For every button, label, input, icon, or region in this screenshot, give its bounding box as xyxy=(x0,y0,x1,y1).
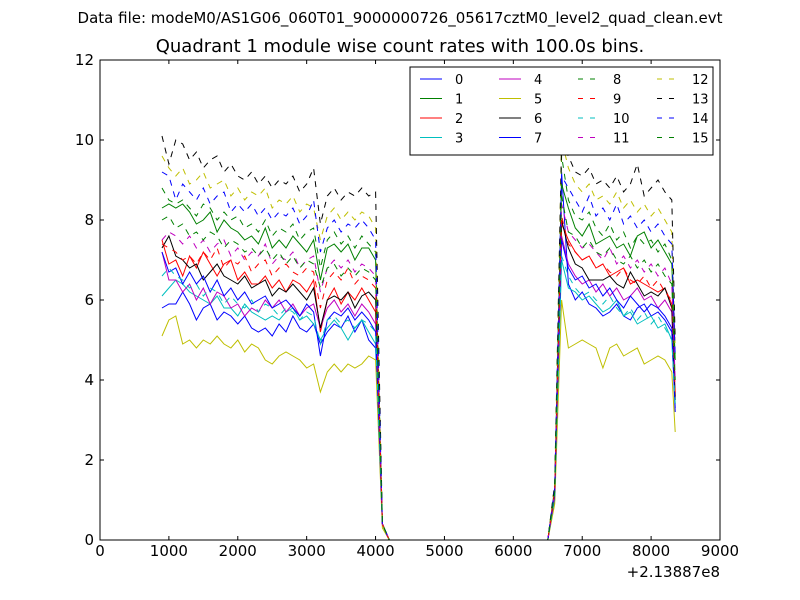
series-line-6 xyxy=(161,219,676,541)
x-axis-offset-label: +2.13887e8 xyxy=(627,563,720,581)
y-tick-label: 4 xyxy=(84,371,94,389)
series-line-3 xyxy=(161,259,676,541)
legend-label-2: 2 xyxy=(455,112,463,127)
series-line-12 xyxy=(161,139,676,541)
chart-title: Quadrant 1 module wise count rates with … xyxy=(155,36,645,57)
data-file-title: Data file: modeM0/AS1G06_060T01_90000007… xyxy=(77,9,723,27)
y-tick-label: 2 xyxy=(84,451,94,469)
series-line-0 xyxy=(161,171,676,541)
series-line-9 xyxy=(161,215,676,541)
y-tick-label: 8 xyxy=(84,211,94,229)
x-tick-label: 9000 xyxy=(701,542,739,560)
series-layer xyxy=(161,135,676,541)
series-line-7 xyxy=(161,239,676,541)
legend-label-11: 11 xyxy=(613,132,630,147)
x-tick-label: 8000 xyxy=(632,542,670,560)
legend-label-9: 9 xyxy=(613,93,621,108)
legend-label-0: 0 xyxy=(455,73,463,88)
legend-label-12: 12 xyxy=(692,73,709,88)
legend-label-4: 4 xyxy=(534,73,542,88)
legend-box xyxy=(409,66,714,156)
legend-label-1: 1 xyxy=(455,93,463,108)
y-tick-label: 6 xyxy=(84,291,94,309)
series-line-14 xyxy=(161,171,676,541)
legend-label-7: 7 xyxy=(534,132,542,147)
x-tick-label: 3000 xyxy=(288,542,326,560)
x-tick-label: 5000 xyxy=(425,542,463,560)
y-tick-label: 12 xyxy=(75,51,94,69)
series-line-4 xyxy=(161,235,676,541)
legend-label-14: 14 xyxy=(692,112,709,127)
series-line-5 xyxy=(161,299,676,541)
series-line-1 xyxy=(161,183,676,541)
series-line-8 xyxy=(161,155,676,541)
series-line-2 xyxy=(161,223,676,541)
y-tick-label: 10 xyxy=(75,131,94,149)
x-tick-label: 0 xyxy=(95,542,105,560)
x-tick-label: 1000 xyxy=(150,542,188,560)
legend-label-15: 15 xyxy=(692,132,709,147)
x-tick-label: 7000 xyxy=(563,542,601,560)
legend-label-10: 10 xyxy=(613,112,630,127)
axes-layer: 0 1000 2000 3000 4000 5000 6000 7000 8000 9000 0 2 4… xyxy=(75,51,739,581)
series-line-13 xyxy=(161,135,676,541)
series-line-11 xyxy=(161,203,676,541)
series-line-15 xyxy=(161,195,676,541)
x-tick-label: 2000 xyxy=(219,542,257,560)
legend-label-3: 3 xyxy=(455,132,463,147)
legend-label-5: 5 xyxy=(534,93,542,108)
series-line-10 xyxy=(161,255,676,541)
x-tick-label: 6000 xyxy=(494,542,532,560)
y-tick-label: 0 xyxy=(84,531,94,549)
x-tick-label: 4000 xyxy=(356,542,394,560)
legend-label-6: 6 xyxy=(534,112,542,127)
legend-label-13: 13 xyxy=(692,93,709,108)
legend-label-8: 8 xyxy=(613,73,621,88)
